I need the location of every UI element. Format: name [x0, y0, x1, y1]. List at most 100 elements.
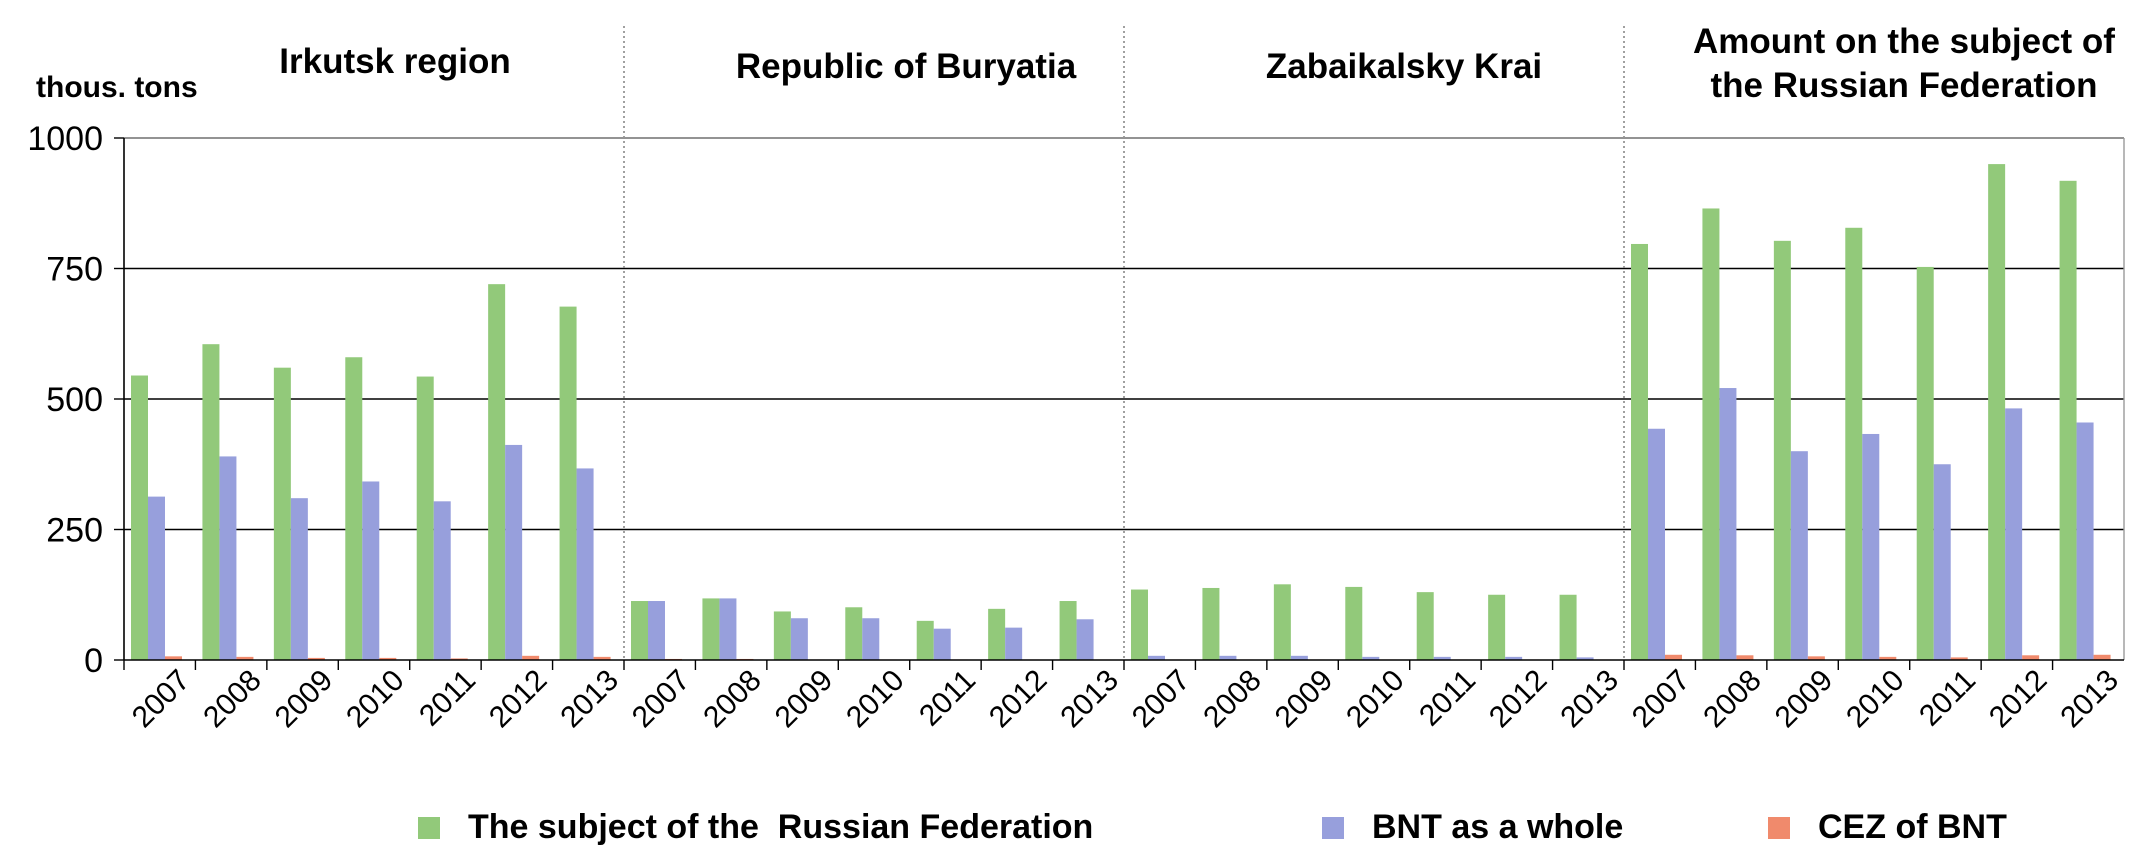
x-tick-label: 2007: [1626, 664, 1697, 735]
bar: [345, 357, 363, 660]
bar: [1665, 654, 1682, 660]
bar: [773, 611, 791, 660]
bar: [273, 367, 291, 660]
legend-item-subject: The subject of the Russian Federation: [418, 808, 1093, 847]
unit-label: thous. tons: [36, 71, 198, 104]
bar: [2059, 180, 2077, 660]
x-tick-label: 2012: [1983, 664, 2054, 735]
group-title-irkutsk: Irkutsk region: [279, 42, 510, 81]
bar: [379, 657, 397, 660]
legend-swatch-bnt: [1322, 816, 1344, 839]
x-tick-label: 2009: [1769, 664, 1840, 735]
x-tick-label: 2013: [554, 664, 625, 735]
bar: [1433, 656, 1451, 660]
bar: [1345, 586, 1363, 660]
bar: [1648, 428, 1665, 660]
bar: [290, 498, 308, 660]
x-tick-label: 2011: [1413, 664, 1482, 733]
bar: [1005, 627, 1023, 660]
x-tick-label: 2011: [1913, 664, 1982, 733]
bar: [307, 657, 325, 660]
y-tick-label: 500: [46, 381, 103, 419]
x-tick-label: 2012: [483, 664, 554, 735]
bar: [165, 656, 182, 660]
x-tick-label: 2007: [126, 664, 197, 735]
x-tick-label: 2012: [1483, 664, 1554, 735]
legend-item-bnt: BNT as a whole: [1322, 808, 1623, 847]
bar: [1505, 656, 1523, 660]
bar: [148, 496, 165, 660]
bar: [1933, 464, 1951, 660]
group-title-buryatia: Republic of Buryatia: [736, 47, 1077, 86]
bar: [1807, 656, 1825, 660]
bar: [1950, 657, 1968, 660]
bar: [2005, 408, 2023, 660]
bar: [1879, 656, 1897, 660]
bar: [1862, 433, 1880, 660]
bar: [576, 468, 594, 660]
bar: [1362, 656, 1380, 660]
y-tick-label: 750: [46, 251, 103, 289]
bar: [631, 601, 648, 660]
bar: [1219, 655, 1237, 660]
bar: [219, 456, 237, 660]
bar: [1290, 655, 1308, 660]
bar: [1202, 587, 1220, 660]
x-tick-label: 2008: [697, 664, 768, 735]
bar: [559, 306, 577, 660]
x-tick-label: 2009: [769, 664, 840, 735]
bar: [845, 607, 863, 660]
x-tick-label: 2012: [983, 664, 1054, 735]
group-title-amount: Amount on the subject of the Russian Fede…: [1693, 22, 2115, 105]
bar: [1273, 584, 1291, 660]
bar: [1576, 657, 1594, 660]
y-tick-label: 1000: [27, 120, 103, 158]
x-tick-label: 2011: [913, 664, 982, 733]
x-tick-label: 2013: [1054, 664, 1125, 735]
bar: [1631, 243, 1648, 660]
bar: [933, 628, 951, 660]
x-tick-label: 2010: [1340, 664, 1411, 735]
bar: [1702, 208, 1720, 660]
x-tick-label: 2008: [1697, 664, 1768, 735]
x-tick-label: 2008: [1197, 664, 1268, 735]
bar: [2093, 654, 2111, 660]
bar: [916, 620, 934, 660]
bar: [416, 376, 434, 660]
legend-label-bnt: BNT as a whole: [1372, 808, 1624, 846]
x-tick-label: 2013: [1554, 664, 1625, 735]
legend-swatch-cez: [1768, 816, 1790, 839]
x-tick-label: 2010: [840, 664, 911, 735]
x-tick-label: 2010: [1840, 664, 1911, 735]
x-tick-label: 2011: [413, 664, 482, 733]
x-tick-label: 2010: [340, 664, 411, 735]
group-title-zabaikalsky: Zabaikalsky Krai: [1266, 47, 1542, 86]
bar: [862, 618, 880, 660]
x-tick-label: 2007: [626, 664, 697, 735]
bar: [1988, 164, 2006, 660]
bar: [2076, 422, 2094, 660]
bar: [505, 444, 523, 660]
bar: [522, 655, 540, 660]
bar: [2022, 655, 2040, 660]
bar: [790, 618, 808, 660]
x-tick-label: 2013: [2054, 664, 2125, 735]
bar: [1559, 594, 1577, 660]
bar: [1719, 388, 1737, 660]
legend-label-subject: The subject of the Russian Federation: [468, 808, 1094, 846]
x-tick-label: 2009: [1269, 664, 1340, 735]
bar: [1148, 655, 1165, 660]
bar: [131, 375, 148, 660]
bar: [988, 608, 1006, 660]
legend-swatch-subject: [418, 816, 440, 839]
x-tick-label: 2008: [197, 664, 268, 735]
y-tick-label: 250: [46, 512, 103, 550]
bar: [362, 481, 380, 660]
bar: [1416, 592, 1434, 660]
bar: [1076, 619, 1094, 660]
legend-label-cez: CEZ of BNT: [1818, 808, 2007, 846]
bar: [1790, 451, 1808, 660]
bar: [1736, 655, 1754, 660]
bar: [719, 598, 737, 660]
